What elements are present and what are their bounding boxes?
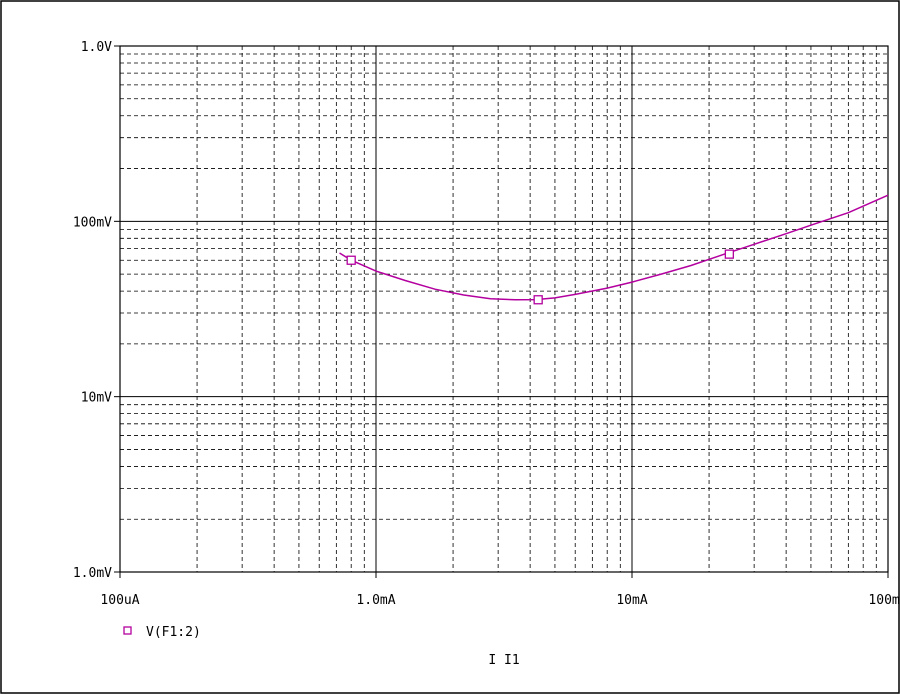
data-point-marker	[346, 255, 356, 265]
series-layer	[339, 194, 889, 305]
legend: V(F1:2)	[123, 625, 201, 640]
series-line	[339, 194, 889, 301]
data-point-marker	[724, 249, 734, 259]
data-point-marker	[533, 295, 543, 305]
y-tick-label: 10mV	[81, 391, 112, 406]
legend-marker-icon	[123, 626, 132, 635]
x-axis-label: I I1	[488, 653, 519, 668]
y-tick-label: 100mV	[73, 215, 112, 230]
x-tick-label: 100uA	[100, 593, 139, 608]
x-axis: 100uA 1.0mA 10mA 100mA	[100, 572, 900, 608]
plot-area	[119, 45, 889, 573]
legend-label: V(F1:2)	[146, 625, 201, 640]
y-axis: 1.0mV 10mV 100mV 1.0V	[73, 40, 120, 581]
x-tick-label: 10mA	[616, 593, 647, 608]
x-tick-label: 1.0mA	[356, 593, 395, 608]
y-tick-label: 1.0V	[81, 40, 112, 55]
y-tick-label: 1.0mV	[73, 566, 112, 581]
grid-lines	[119, 45, 889, 573]
x-tick-label: 100mA	[868, 593, 900, 608]
